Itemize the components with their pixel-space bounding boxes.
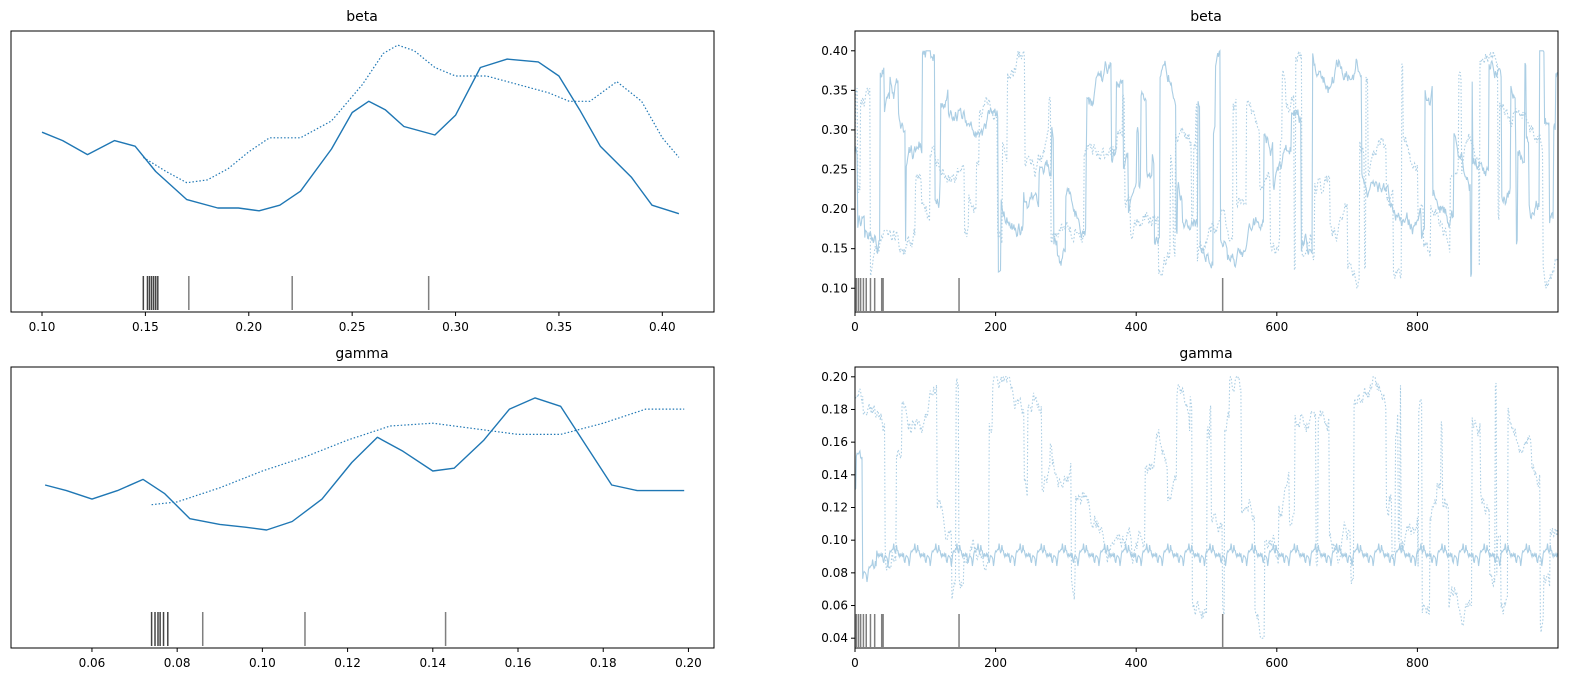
y-tick-label: 0.25 — [821, 163, 848, 177]
y-tick-label: 0.20 — [821, 370, 848, 384]
y-tick-label: 0.06 — [821, 599, 848, 613]
y-tick-label: 0.20 — [821, 202, 848, 216]
x-tick-label: 0.12 — [334, 656, 361, 670]
trace-series-solid — [854, 49, 1558, 277]
density-series-solid — [41, 58, 680, 215]
x-tick-label: 0.40 — [649, 320, 676, 334]
y-tick-label: 0.10 — [821, 281, 848, 295]
y-tick-label: 0.30 — [821, 123, 848, 137]
x-tick-label: 800 — [1406, 656, 1429, 670]
x-tick-label: 400 — [1125, 320, 1148, 334]
x-tick-label: 0.08 — [164, 656, 191, 670]
density-series-dotted — [151, 408, 685, 506]
density-series-dotted — [142, 44, 680, 184]
y-tick-label: 0.35 — [821, 83, 848, 97]
trace-series-solid — [854, 449, 1558, 583]
x-tick-label: 600 — [1265, 320, 1288, 334]
axes-frame — [854, 366, 1559, 649]
beta-trace-panel: beta 0 200 400 600 800 0.10 0.15 0.20 0.25 0.30 0.… — [821, 9, 1559, 334]
gamma-density-panel: gamma 0.06 0.08 0.10 0.12 0.14 0.16 0.18 0.20 — [10, 346, 715, 670]
gamma-trace-title: gamma — [1179, 346, 1232, 362]
x-tick-label: 800 — [1406, 320, 1429, 334]
x-tick-label: 0.10 — [249, 656, 276, 670]
beta-density-title: beta — [346, 9, 378, 25]
gamma-trace-panel: gamma 0 200 400 600 800 0.04 0.06 0.08 0.10 0.12 0… — [821, 346, 1559, 670]
x-tick-label: 0 — [851, 656, 859, 670]
y-tick-label: 0.14 — [821, 468, 848, 482]
x-tick-label: 0.14 — [419, 656, 446, 670]
trace-series-dotted — [854, 375, 1558, 639]
x-tick-label: 0.18 — [590, 656, 617, 670]
x-tick-label: 0.15 — [132, 320, 159, 334]
x-tick-label: 0.30 — [442, 320, 469, 334]
beta-trace-title: beta — [1190, 9, 1222, 25]
trace-series-dotted — [854, 50, 1558, 290]
y-tick-label: 0.12 — [821, 501, 848, 515]
y-tick-label: 0.40 — [821, 44, 848, 58]
x-tick-label: 400 — [1125, 656, 1148, 670]
x-tick-label: 600 — [1265, 656, 1288, 670]
axes-frame — [10, 366, 715, 649]
density-series-solid — [44, 397, 685, 531]
x-tick-label: 0.20 — [675, 656, 702, 670]
axes-frame — [854, 30, 1559, 313]
axes-frame — [10, 30, 715, 313]
x-tick-label: 0.06 — [79, 656, 106, 670]
y-tick-label: 0.08 — [821, 566, 848, 580]
x-tick-label: 0.20 — [235, 320, 262, 334]
y-tick-label: 0.04 — [821, 631, 848, 645]
x-tick-label: 200 — [984, 656, 1007, 670]
y-tick-label: 0.10 — [821, 533, 848, 547]
beta-density-panel: beta 0.10 0.15 0.20 0.25 0.30 0.35 0.40 — [10, 9, 715, 334]
x-tick-label: 0.16 — [505, 656, 532, 670]
x-tick-label: 0 — [851, 320, 859, 334]
x-tick-label: 0.25 — [339, 320, 366, 334]
gamma-density-title: gamma — [335, 346, 388, 362]
y-tick-label: 0.15 — [821, 242, 848, 256]
x-tick-label: 200 — [984, 320, 1007, 334]
y-tick-label: 0.16 — [821, 435, 848, 449]
x-tick-label: 0.35 — [546, 320, 573, 334]
y-tick-label: 0.18 — [821, 402, 848, 416]
x-tick-label: 0.10 — [29, 320, 56, 334]
